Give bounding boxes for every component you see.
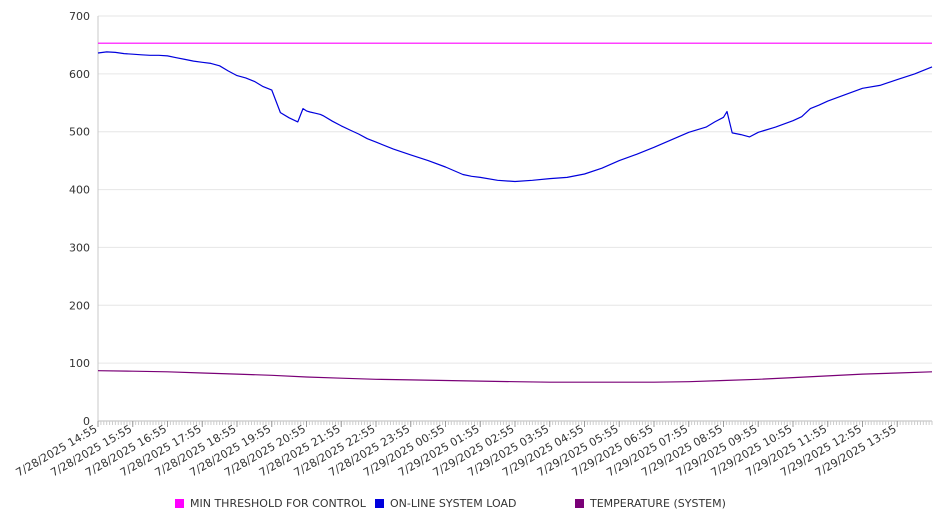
y-tick-label-6: 600 [69, 68, 90, 81]
y-tick-label-5: 500 [69, 126, 90, 139]
series-line-1 [97, 51, 933, 183]
series-line-2 [97, 370, 933, 383]
y-tick-label-3: 300 [69, 241, 90, 254]
legend-label-temperature: TEMPERATURE (SYSTEM) [590, 497, 726, 510]
legend: MIN THRESHOLD FOR CONTROL ON-LINE SYSTEM… [0, 497, 946, 513]
legend-swatch-system-load [375, 499, 384, 508]
legend-swatch-temperature [575, 499, 584, 508]
legend-label-min-threshold: MIN THRESHOLD FOR CONTROL [190, 497, 366, 510]
legend-item-system-load: ON-LINE SYSTEM LOAD [375, 497, 516, 510]
y-tick-label-7: 700 [69, 10, 90, 23]
y-tick-label-2: 200 [69, 299, 90, 312]
legend-label-system-load: ON-LINE SYSTEM LOAD [390, 497, 517, 510]
y-tick-label-4: 400 [69, 184, 90, 197]
y-tick-label-1: 100 [69, 357, 90, 370]
legend-item-min-threshold: MIN THRESHOLD FOR CONTROL [175, 497, 366, 510]
legend-swatch-min-threshold [175, 499, 184, 508]
y-tick-label-0: 0 [83, 415, 90, 428]
legend-item-temperature: TEMPERATURE (SYSTEM) [575, 497, 726, 510]
